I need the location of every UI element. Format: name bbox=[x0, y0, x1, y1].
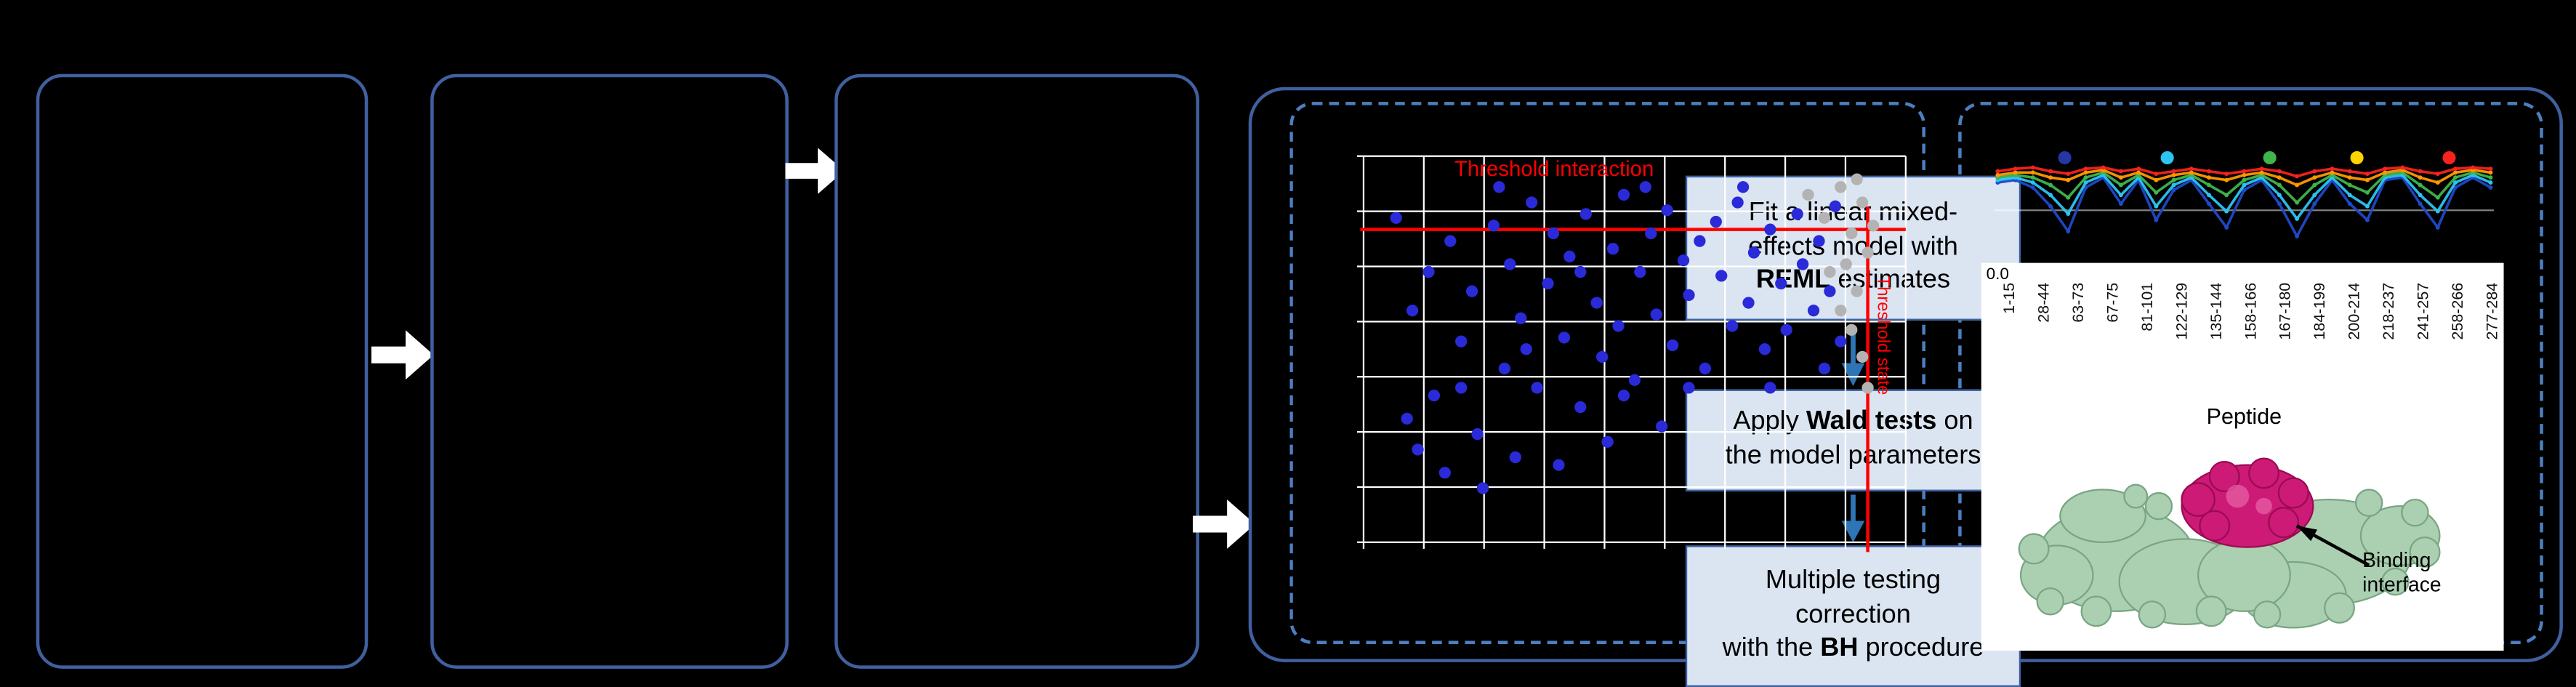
svg-text:81-101: 81-101 bbox=[2138, 283, 2156, 332]
svg-text:122-129: 122-129 bbox=[2173, 283, 2190, 340]
panel-csv: X CSV bbox=[430, 73, 1190, 669]
protein-structure-image bbox=[2018, 457, 2441, 629]
step-bh-box: Multiple testing correction with the BH pr… bbox=[1685, 545, 2021, 687]
panel-pipeline: Fit a linear mixed-effects model with REM… bbox=[834, 73, 2021, 687]
svg-text:277-284: 277-284 bbox=[2484, 283, 2501, 340]
svg-text:184-199: 184-199 bbox=[2311, 283, 2328, 340]
svg-text:258-266: 258-266 bbox=[2449, 283, 2466, 340]
y-axis-tick-label: 0.0 bbox=[1986, 266, 2010, 285]
panel-input bbox=[36, 73, 369, 669]
svg-text:67-75: 67-75 bbox=[2104, 283, 2121, 323]
binding-interface-label: Binding interface bbox=[2362, 548, 2442, 597]
binding-interface-arrow bbox=[2295, 524, 2370, 567]
arrow-right-icon bbox=[371, 330, 434, 380]
binding-interface-region bbox=[2181, 457, 2314, 548]
svg-text:28-44: 28-44 bbox=[2034, 283, 2052, 323]
threshold-state-label: Threshold state bbox=[1872, 276, 1893, 395]
svg-text:241-257: 241-257 bbox=[2415, 283, 2432, 340]
arrow-down-icon bbox=[1841, 494, 1865, 542]
svg-text:167-180: 167-180 bbox=[2277, 283, 2294, 340]
svg-text:200-214: 200-214 bbox=[2346, 283, 2363, 340]
scatter-results-panel bbox=[1289, 102, 1925, 644]
deuteration-line-chart bbox=[1994, 150, 2494, 239]
arrow-right-icon bbox=[1192, 499, 1255, 549]
svg-text:1-15: 1-15 bbox=[2000, 283, 2018, 314]
peptide-axis-title: Peptide bbox=[2206, 404, 2282, 429]
pvalue-scatter-plot bbox=[1356, 155, 1907, 553]
peptide-axis-labels: 1-15 28-44 63-73 67-75 81-101 122-129 135-144 1… bbox=[2000, 283, 2500, 340]
svg-text:63-73: 63-73 bbox=[2069, 283, 2087, 323]
svg-text:218-237: 218-237 bbox=[2380, 283, 2397, 340]
threshold-interaction-label: Threshold interaction bbox=[1454, 156, 1654, 181]
svg-text:158-166: 158-166 bbox=[2242, 283, 2259, 340]
svg-text:135-144: 135-144 bbox=[2207, 283, 2225, 340]
